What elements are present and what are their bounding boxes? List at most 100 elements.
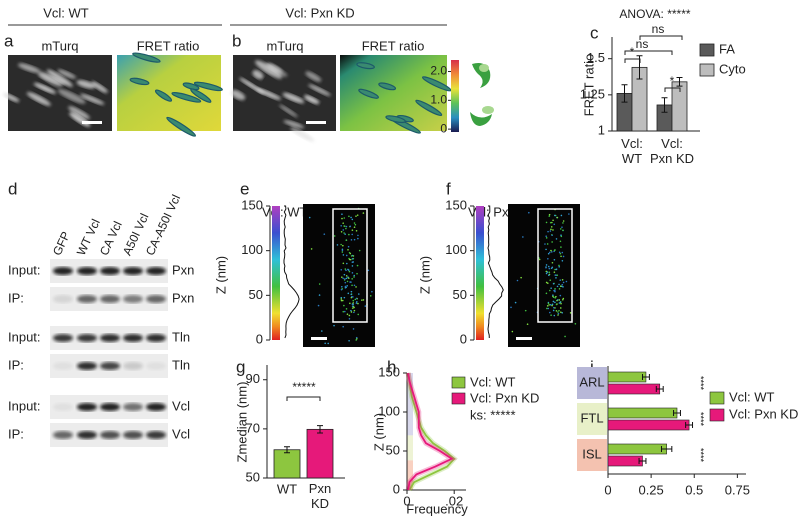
localization	[562, 222, 564, 224]
localization	[308, 216, 311, 219]
localization	[352, 302, 355, 304]
bar	[607, 383, 661, 395]
localization	[356, 214, 359, 216]
localization	[547, 252, 550, 255]
localization	[556, 285, 559, 288]
localization	[524, 309, 527, 312]
localization	[344, 233, 346, 235]
localization	[342, 325, 344, 328]
localization	[549, 289, 551, 292]
z-profile	[487, 205, 504, 339]
localization	[550, 249, 552, 252]
localization	[510, 306, 512, 309]
layer-band	[407, 373, 413, 436]
localization	[362, 299, 365, 301]
localization	[345, 277, 348, 280]
blot-band	[146, 334, 166, 342]
localization	[343, 296, 346, 299]
fret-adhesion	[358, 88, 379, 99]
fret-adhesion	[129, 77, 150, 86]
z-profile	[283, 205, 300, 339]
localization	[553, 223, 556, 226]
localization	[340, 299, 343, 302]
row-label: Input:	[8, 329, 41, 344]
y-tick-label: 50	[249, 287, 263, 302]
localization	[561, 226, 563, 228]
category-box	[577, 439, 607, 471]
localization	[344, 310, 346, 313]
localization	[341, 248, 344, 251]
error-bar	[676, 76, 683, 87]
fret-adhesion	[415, 99, 443, 117]
micrograph-streak	[265, 62, 288, 77]
localization	[357, 234, 359, 237]
localization	[559, 301, 562, 304]
blot-band	[77, 295, 97, 303]
localization	[351, 229, 354, 231]
error-bar	[660, 446, 673, 452]
significance-bracket	[624, 58, 641, 63]
legend-swatch	[451, 376, 466, 389]
localization	[348, 233, 350, 236]
y-axis-label: Z (nm)	[213, 256, 228, 294]
localization	[565, 280, 568, 283]
localization	[552, 309, 555, 312]
localization	[317, 304, 320, 307]
micrograph-streak	[80, 93, 105, 105]
localization	[350, 293, 353, 296]
layer-band	[407, 460, 413, 490]
localization	[555, 303, 558, 306]
localization	[559, 279, 562, 281]
localization	[345, 254, 348, 257]
panel-title: Vcl: WT	[43, 5, 89, 20]
localization	[355, 336, 358, 339]
micrograph-streak	[33, 82, 56, 94]
localization	[560, 234, 562, 236]
localization	[558, 264, 560, 267]
localization	[552, 294, 554, 296]
y-tick-label: 100	[241, 242, 263, 257]
blot-band	[123, 267, 143, 275]
localization	[348, 215, 350, 218]
localization	[355, 302, 358, 304]
blot-band	[100, 403, 120, 411]
y-axis-label: Z (nm)	[417, 256, 432, 294]
blot-band	[53, 295, 73, 303]
y-tick-label: 0	[393, 481, 400, 496]
blot-band	[77, 267, 97, 275]
localization	[558, 302, 561, 304]
localization	[350, 290, 353, 293]
blot-band	[146, 362, 166, 370]
localization	[545, 264, 548, 266]
localization	[560, 311, 562, 313]
localization	[350, 255, 353, 257]
localization	[349, 281, 351, 283]
blot-band	[146, 267, 166, 275]
localization	[340, 224, 342, 227]
annotation: ****	[696, 448, 706, 463]
localization	[546, 271, 549, 273]
localization	[348, 314, 351, 317]
localization	[361, 299, 363, 301]
localization	[340, 296, 343, 299]
localization	[545, 272, 548, 275]
blot-band	[77, 334, 97, 342]
legend-label: Vcl: Pxn KD	[729, 406, 798, 421]
localization	[553, 258, 556, 261]
localization	[561, 283, 564, 286]
localization	[528, 211, 530, 214]
localization	[546, 307, 548, 310]
panel-letter: i	[590, 357, 594, 376]
localization	[547, 230, 549, 233]
localization	[352, 328, 355, 330]
localization	[551, 241, 553, 243]
localization	[356, 272, 358, 275]
localization	[561, 278, 564, 281]
localization	[345, 227, 347, 230]
panel-letter: f	[446, 179, 451, 198]
legend-label: FA	[719, 41, 735, 56]
localization	[341, 249, 344, 252]
image-label: mTurq	[41, 38, 78, 53]
localization	[545, 237, 548, 239]
localization	[341, 213, 343, 215]
